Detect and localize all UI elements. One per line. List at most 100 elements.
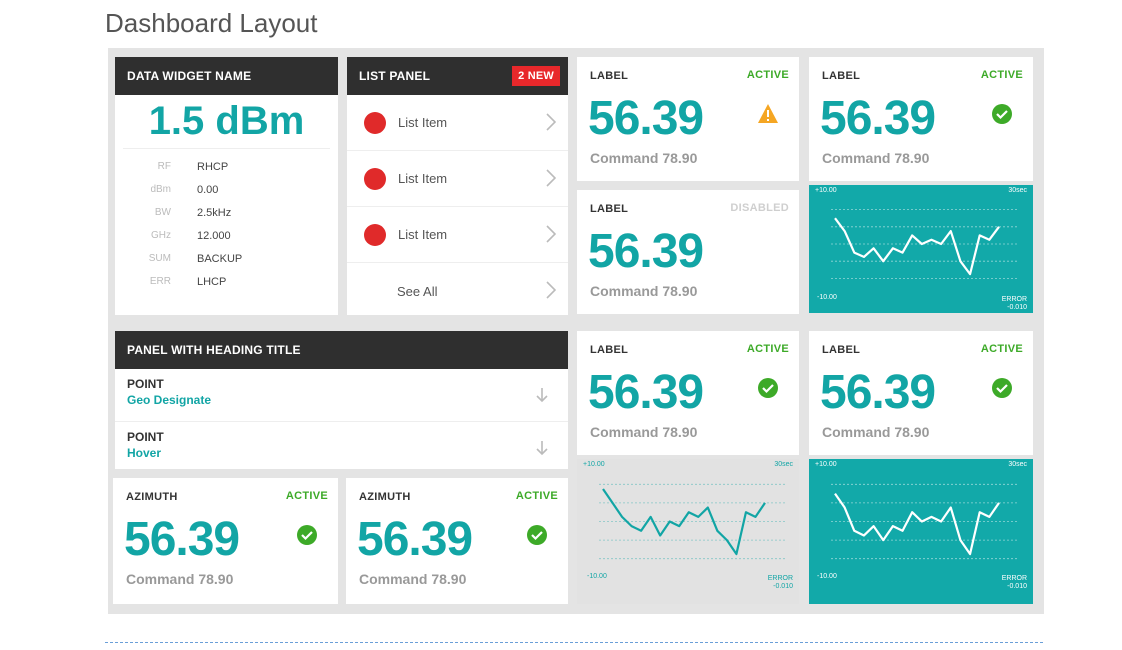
list-item-label: List Item bbox=[398, 227, 448, 242]
chart-series-line bbox=[834, 492, 1000, 556]
stat-label: AZIMUTH bbox=[126, 491, 178, 503]
data-widget-card: DATA WIDGET NAME 1.5 dBm RF RHCP dBm 0.00 … bbox=[115, 57, 338, 315]
list-panel-card: LIST PANEL 2 NEW List Item List Item Lis… bbox=[347, 57, 568, 315]
stat-command: Command 78.90 bbox=[822, 424, 930, 440]
data-row-key: ERR bbox=[149, 276, 171, 287]
chart-bottom-left-label: -10.00 bbox=[817, 573, 837, 580]
data-widget-value: 1.5 dBm bbox=[148, 99, 305, 143]
point-subtitle: Hover bbox=[127, 446, 162, 460]
data-row-value: RHCP bbox=[197, 160, 229, 173]
data-row-value: 12.000 bbox=[197, 229, 231, 242]
check-circle-icon bbox=[992, 104, 1012, 124]
status-dot-icon bbox=[364, 167, 386, 190]
list-item[interactable]: List Item bbox=[347, 151, 568, 207]
warning-icon bbox=[758, 104, 778, 123]
status-text: DISABLED bbox=[730, 202, 789, 214]
heading-panel-title: PANEL WITH HEADING TITLE bbox=[115, 331, 568, 369]
chart-bottom-left-label: -10.00 bbox=[817, 294, 837, 301]
chevron-right-icon bbox=[546, 225, 556, 243]
stat-command: Command 78.90 bbox=[590, 150, 698, 166]
stat-label: LABEL bbox=[822, 70, 861, 82]
list-panel-header: LIST PANEL 2 NEW bbox=[347, 57, 568, 95]
stat-value: 56.39 bbox=[124, 513, 240, 566]
status-text: ACTIVE bbox=[746, 343, 789, 355]
azimuth-card: AZIMUTH ACTIVE 56.39 Command 78.90 bbox=[113, 478, 338, 604]
stat-label: LABEL bbox=[822, 344, 861, 356]
data-row-key: dBm bbox=[150, 184, 171, 195]
list-item-label: List Item bbox=[398, 171, 448, 186]
stat-value: 56.39 bbox=[820, 366, 936, 419]
status-text: ACTIVE bbox=[980, 343, 1023, 355]
see-all-label: See All bbox=[397, 283, 438, 299]
chart-bottom-right-sub: -0.010 bbox=[773, 583, 793, 590]
chart-top-right-label: 30sec bbox=[1008, 461, 1027, 468]
status-text: ACTIVE bbox=[515, 490, 558, 502]
data-widget-title: DATA WIDGET NAME bbox=[115, 57, 338, 95]
line-chart: +10.00 30sec -10.00 ERROR -0.010 bbox=[577, 459, 799, 604]
azimuth-card: AZIMUTH ACTIVE 56.39 Command 78.90 bbox=[346, 478, 568, 604]
list-item-label: List Item bbox=[398, 115, 448, 130]
data-row-value: BACKUP bbox=[197, 252, 243, 265]
line-chart: +10.00 30sec -10.00 ERROR -0.010 bbox=[809, 459, 1033, 604]
list-item[interactable]: List Item bbox=[347, 95, 568, 151]
stat-value: 56.39 bbox=[588, 225, 704, 278]
data-row-value: LHCP bbox=[197, 275, 227, 288]
stat-command: Command 78.90 bbox=[126, 571, 234, 587]
stat-card: LABEL ACTIVE 56.39 Command 78.90 bbox=[577, 331, 799, 455]
status-text: ACTIVE bbox=[285, 490, 328, 502]
chart-bottom-right-label: ERROR bbox=[1001, 575, 1027, 582]
point-subtitle: Geo Designate bbox=[127, 393, 212, 407]
chevron-right-icon bbox=[546, 113, 556, 131]
check-circle-icon bbox=[527, 525, 547, 545]
stat-value: 56.39 bbox=[588, 92, 704, 145]
data-row-key: RF bbox=[157, 161, 171, 172]
line-chart-plot bbox=[831, 209, 1019, 279]
point-title: POINT bbox=[127, 377, 164, 391]
chart-series-line bbox=[834, 217, 1000, 276]
stat-card: LABEL ACTIVE 56.39 Command 78.90 bbox=[577, 57, 799, 181]
chart-top-right-label: 30sec bbox=[774, 461, 793, 468]
status-text: ACTIVE bbox=[980, 69, 1023, 81]
chart-bottom-right-sub: -0.010 bbox=[1007, 583, 1027, 590]
data-row-value: 2.5kHz bbox=[197, 206, 232, 219]
stat-card: LABEL DISABLED 56.39 Command 78.90 bbox=[577, 190, 799, 314]
chevron-right-icon bbox=[546, 169, 556, 187]
data-row: dBm 0.00 bbox=[123, 178, 330, 201]
page-title: Dashboard Layout bbox=[105, 8, 318, 38]
point-title: POINT bbox=[127, 430, 164, 444]
line-chart: +10.00 30sec -10.00 ERROR -0.010 bbox=[809, 185, 1033, 313]
data-row-key: BW bbox=[154, 207, 171, 218]
check-circle-icon bbox=[297, 525, 317, 545]
point-row[interactable]: POINT Geo Designate bbox=[115, 369, 568, 422]
list-panel-title: LIST PANEL bbox=[359, 69, 431, 83]
stat-label: LABEL bbox=[590, 344, 629, 356]
status-dot-icon bbox=[364, 111, 386, 134]
chart-bottom-right-sub: -0.010 bbox=[1007, 304, 1027, 311]
check-circle-icon bbox=[992, 378, 1012, 398]
line-chart-plot bbox=[831, 483, 1019, 560]
chart-series-line bbox=[602, 488, 766, 556]
arrow-down-icon bbox=[536, 388, 548, 403]
chart-top-left-label: +10.00 bbox=[815, 187, 837, 194]
status-text: ACTIVE bbox=[746, 69, 789, 81]
chevron-right-icon bbox=[546, 281, 556, 299]
see-all-link[interactable]: See All bbox=[347, 263, 568, 319]
list-item[interactable]: List Item bbox=[347, 207, 568, 263]
chart-bottom-right-label: ERROR bbox=[1001, 296, 1027, 303]
stat-card: LABEL ACTIVE 56.39 Command 78.90 bbox=[809, 331, 1033, 455]
data-widget-rows: RF RHCP dBm 0.00 BW 2.5kHz GHz 12.000 SUM BAC… bbox=[123, 148, 330, 293]
line-chart-plot bbox=[599, 483, 785, 560]
divider-line bbox=[105, 642, 1043, 643]
point-row[interactable]: POINT Hover bbox=[115, 422, 568, 475]
chart-bottom-left-label: -10.00 bbox=[587, 573, 607, 580]
data-row-value: 0.00 bbox=[197, 183, 219, 196]
data-row: ERR LHCP bbox=[123, 270, 330, 293]
data-row: GHz 12.000 bbox=[123, 224, 330, 247]
check-circle-icon bbox=[758, 378, 778, 398]
status-dot-icon bbox=[364, 223, 386, 246]
stat-command: Command 78.90 bbox=[359, 571, 467, 587]
stat-label: AZIMUTH bbox=[359, 491, 411, 503]
arrow-down-icon bbox=[536, 441, 548, 456]
chart-top-right-label: 30sec bbox=[1008, 187, 1027, 194]
stat-command: Command 78.90 bbox=[590, 424, 698, 440]
